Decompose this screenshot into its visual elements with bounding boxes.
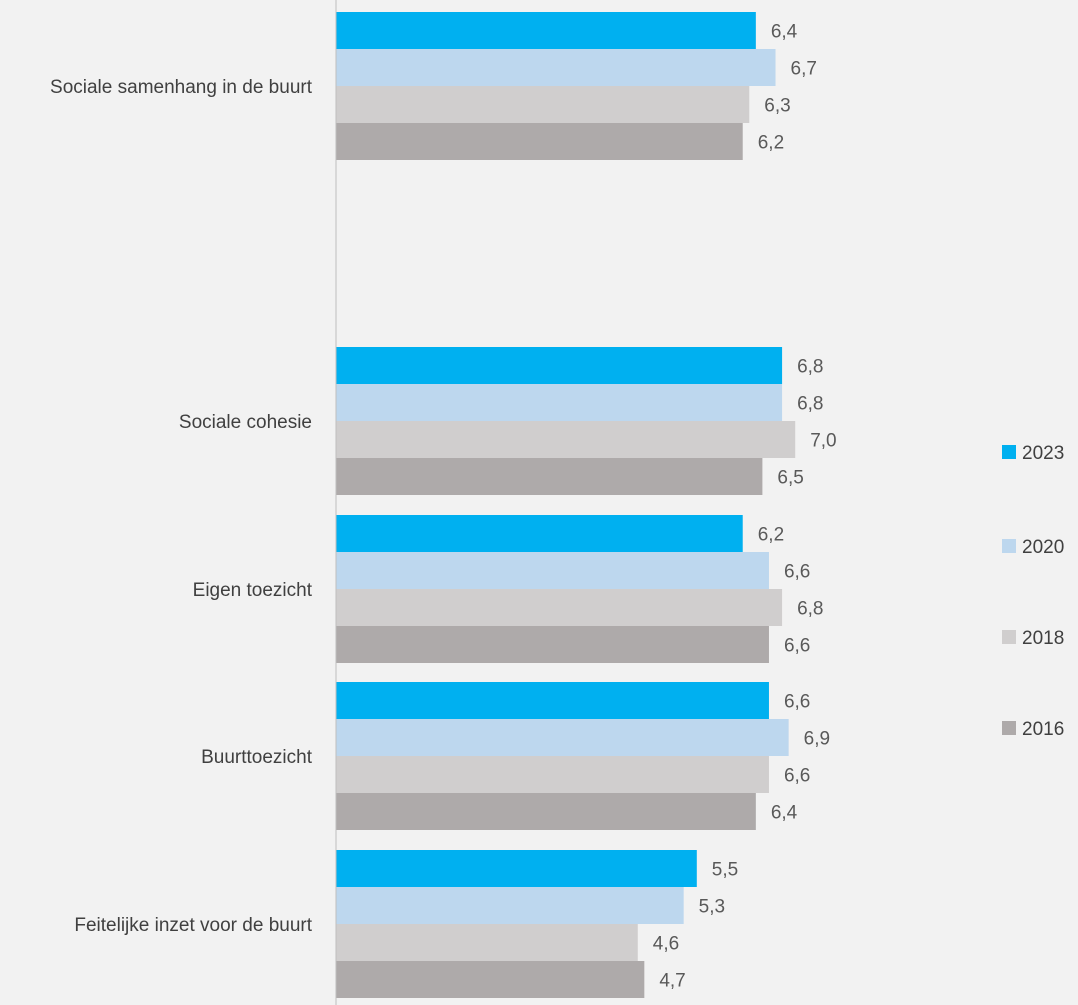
data-label-2016: 6,4 (771, 803, 798, 824)
bar-2016 (336, 123, 743, 160)
category-label: Buurttoezicht (201, 747, 313, 768)
bar-2018 (336, 86, 750, 123)
data-label-2016: 6,6 (784, 636, 810, 657)
bar-2020 (336, 384, 783, 421)
bar-2023 (336, 850, 697, 887)
bar-2016 (336, 793, 756, 830)
category-label: Eigen toezicht (193, 580, 313, 601)
data-label-2023: 6,6 (784, 692, 810, 713)
legend-swatch (1002, 445, 1016, 459)
data-label-2020: 6,8 (797, 394, 823, 415)
data-label-2020: 6,7 (791, 59, 817, 80)
data-label-2023: 6,4 (771, 22, 798, 43)
bar-2018 (336, 756, 769, 793)
legend-item-2016: 2016 (1002, 719, 1064, 740)
data-label-2020: 6,9 (804, 729, 830, 750)
bar-2020 (336, 719, 789, 756)
data-label-2023: 5,5 (712, 860, 738, 881)
legend-item-2018: 2018 (1002, 628, 1064, 649)
bar-2023 (336, 347, 783, 384)
category-label: Feitelijke inzet voor de buurt (74, 915, 312, 936)
bar-2023 (336, 12, 756, 49)
bar-2018 (336, 589, 783, 626)
bar-2020 (336, 49, 776, 86)
data-label-2016: 6,5 (777, 468, 803, 489)
legend-item-2020: 2020 (1002, 537, 1064, 558)
data-label-2023: 6,8 (797, 357, 823, 378)
data-label-2020: 6,6 (784, 562, 810, 583)
data-labels-layer: 6,46,76,36,26,86,87,06,56,26,66,86,66,66… (653, 22, 837, 992)
bars-layer (336, 12, 796, 998)
bar-2018 (336, 421, 796, 458)
category-label: Sociale samenhang in de buurt (50, 77, 313, 98)
data-label-2018: 6,6 (784, 766, 810, 787)
bar-2016 (336, 626, 769, 663)
legend-swatch (1002, 721, 1016, 735)
bar-2016 (336, 961, 645, 998)
bar-2020 (336, 887, 684, 924)
data-label-2018: 7,0 (810, 431, 836, 452)
legend-swatch (1002, 630, 1016, 644)
data-label-2016: 6,2 (758, 133, 784, 154)
data-label-2020: 5,3 (699, 897, 725, 918)
legend-label: 2016 (1022, 719, 1064, 740)
legend-label: 2020 (1022, 537, 1064, 558)
bar-2016 (336, 458, 763, 495)
legend-label: 2023 (1022, 443, 1064, 464)
category-label: Sociale cohesie (179, 412, 312, 433)
legend-item-2023: 2023 (1002, 443, 1064, 464)
data-label-2018: 4,6 (653, 934, 679, 955)
data-label-2018: 6,8 (797, 599, 823, 620)
legend-label: 2018 (1022, 628, 1064, 649)
bar-2023 (336, 682, 769, 719)
data-label-2023: 6,2 (758, 525, 784, 546)
legend: 2023 2020 2018 2016 (1002, 443, 1064, 740)
data-label-2016: 4,7 (659, 971, 685, 992)
bar-2018 (336, 924, 638, 961)
data-label-2018: 6,3 (764, 96, 790, 117)
category-labels-layer: Sociale samenhang in de buurt Sociale coh… (50, 77, 313, 936)
legend-swatch (1002, 539, 1016, 553)
bar-2023 (336, 515, 743, 552)
bar-2020 (336, 552, 769, 589)
